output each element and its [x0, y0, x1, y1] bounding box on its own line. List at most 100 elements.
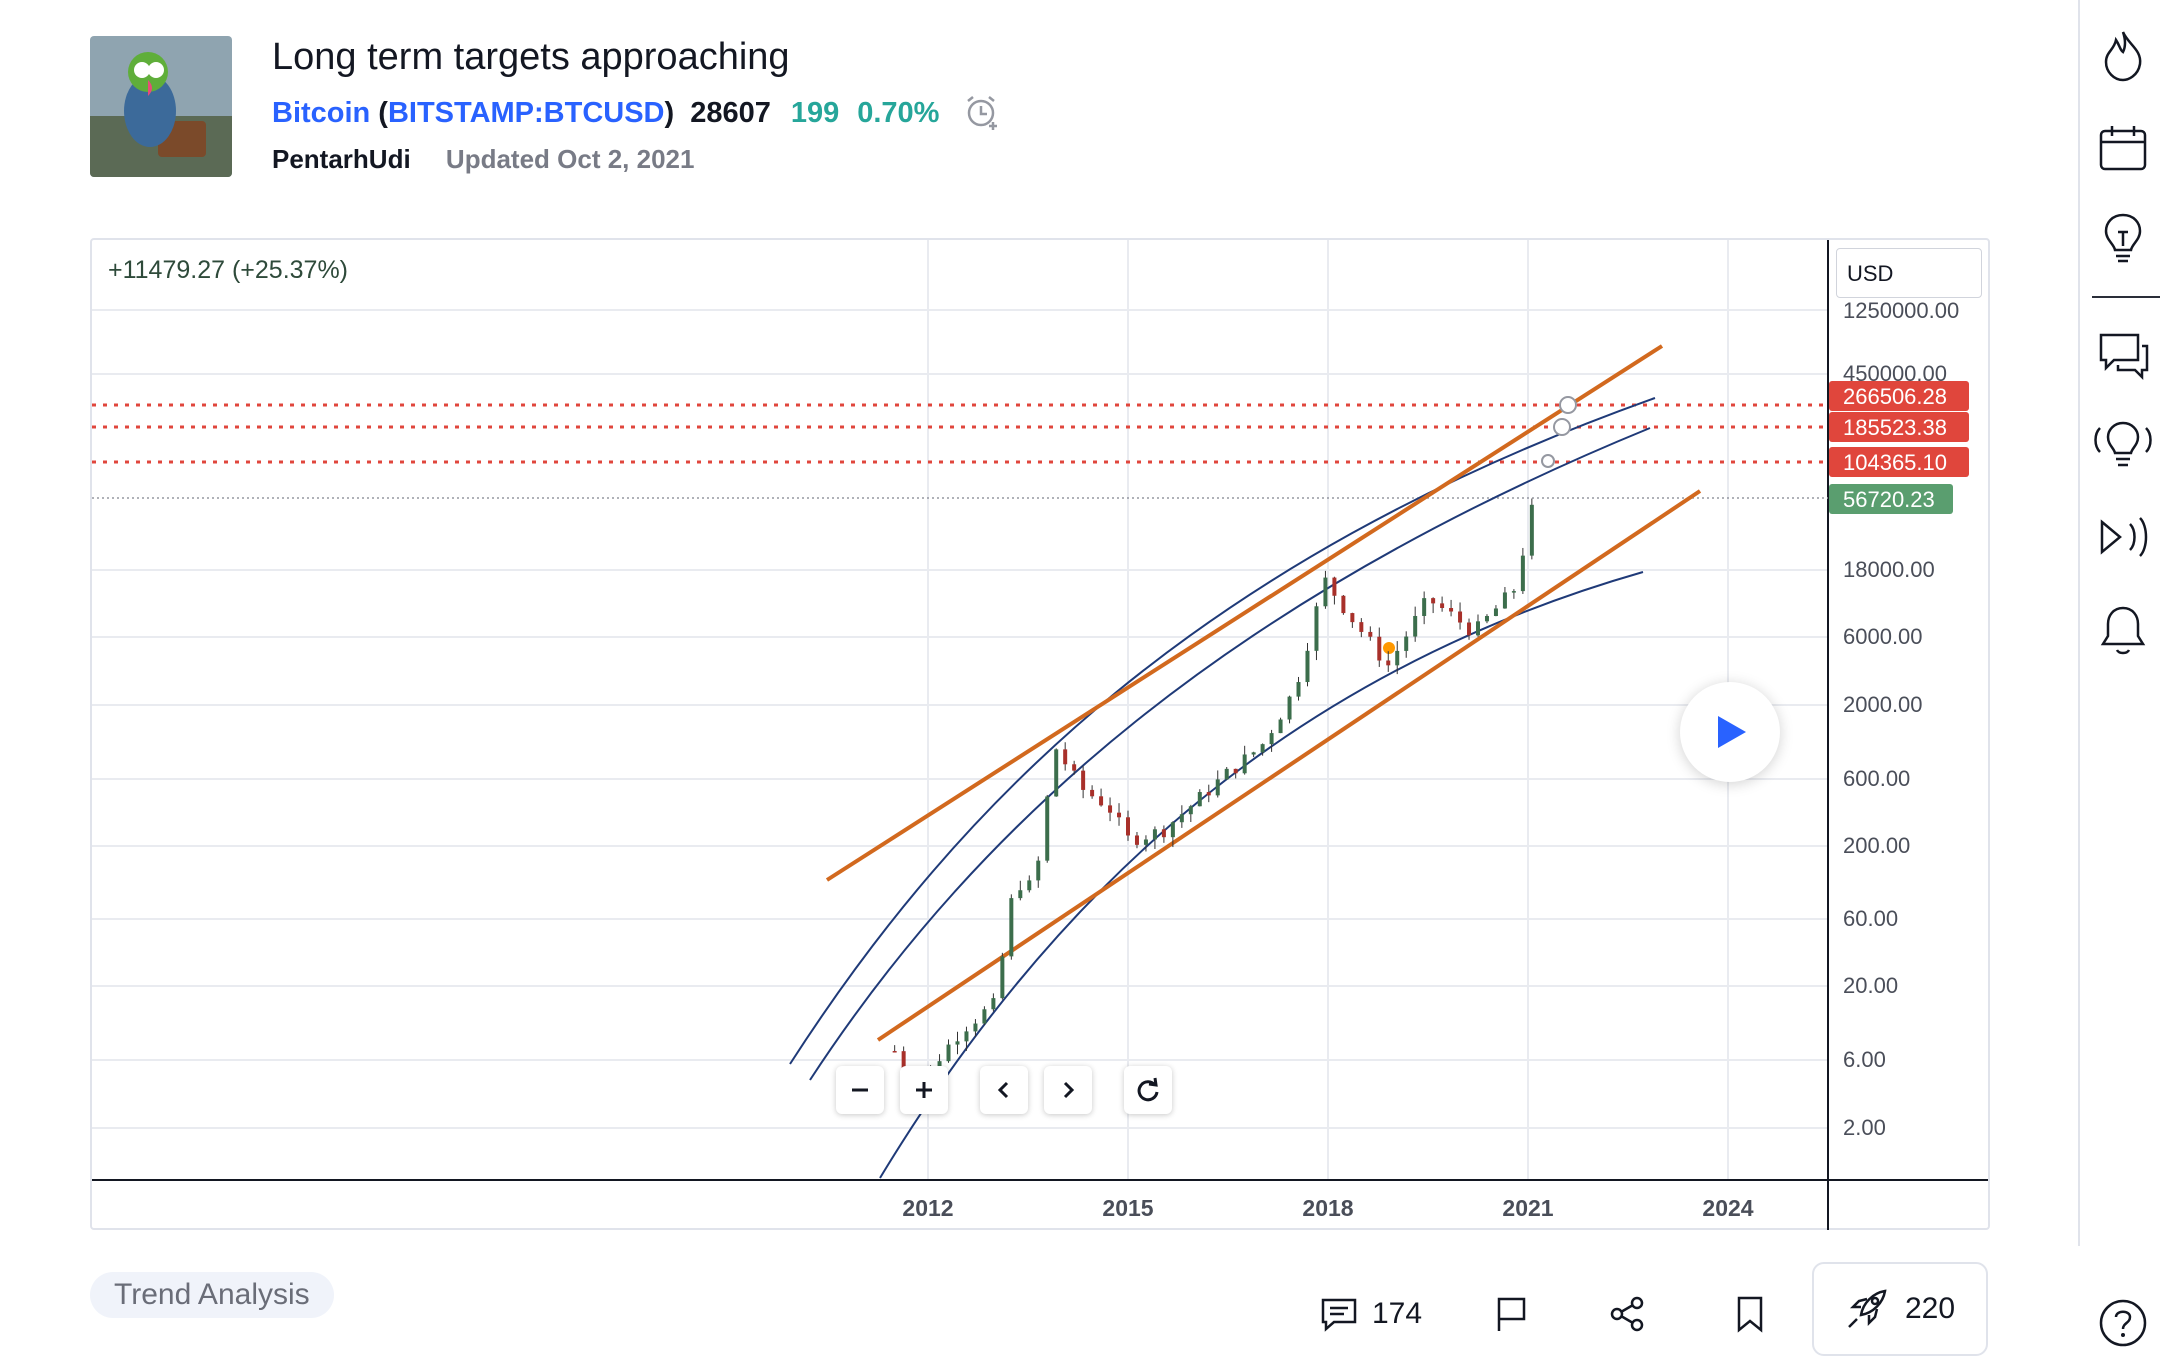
- target-level-lines: [92, 403, 1828, 464]
- help-icon[interactable]: [2098, 1298, 2148, 1348]
- time-tick: 2021: [1502, 1195, 1553, 1221]
- chevron-left-icon: [997, 1081, 1009, 1099]
- candle-body: [1117, 812, 1122, 818]
- hot-icon[interactable]: [2098, 28, 2148, 82]
- reset-chart-button[interactable]: [1124, 1066, 1172, 1114]
- candle-body: [1278, 719, 1283, 734]
- price-tags: 266506.28 185523.38 104365.10 56720.23: [1829, 381, 1969, 514]
- scroll-left-button[interactable]: [980, 1066, 1028, 1114]
- candle-body: [1027, 880, 1032, 891]
- plus-icon: [916, 1082, 932, 1098]
- candle-body: [1511, 591, 1516, 593]
- candle-body: [1036, 860, 1041, 881]
- candle-body: [955, 1041, 960, 1045]
- time-tick: 2024: [1702, 1195, 1753, 1221]
- candle-body: [1251, 752, 1256, 755]
- scroll-right-button[interactable]: [1044, 1066, 1092, 1114]
- candle-body: [1520, 555, 1525, 592]
- candle-body: [1197, 792, 1202, 807]
- candle-body: [1493, 608, 1498, 617]
- candle-body: [982, 1009, 987, 1024]
- report-button[interactable]: [1494, 1290, 1528, 1338]
- price-axis-labels: 1250000.00 450000.00 18000.00 6000.00 20…: [1843, 298, 1959, 1140]
- reset-icon: [1137, 1077, 1159, 1102]
- candle-body: [1404, 636, 1409, 651]
- updated-date: Updated Oct 2, 2021: [445, 144, 695, 174]
- boost-button[interactable]: 220: [1812, 1262, 1988, 1356]
- candle-body: [1287, 696, 1292, 720]
- minus-icon: [852, 1088, 868, 1092]
- paren-open: (: [378, 96, 388, 129]
- candle-body: [1314, 606, 1319, 651]
- candle-body: [1422, 598, 1427, 616]
- price-tag-label: 185523.38: [1843, 415, 1947, 440]
- price-tick: 2.00: [1843, 1115, 1886, 1140]
- candle-body: [1260, 744, 1265, 753]
- candle-body: [1484, 616, 1489, 622]
- streams-icon[interactable]: [2094, 420, 2152, 470]
- candle-body: [1072, 764, 1077, 771]
- price-change-label: +11479.27 (+25.37%): [108, 256, 349, 284]
- bookmark-button[interactable]: [1734, 1290, 1766, 1338]
- chart-container[interactable]: [90, 238, 1990, 1230]
- candle-body: [973, 1023, 978, 1032]
- candle-body: [1395, 650, 1400, 666]
- horizontal-gridlines: [92, 309, 1828, 1129]
- chats-icon[interactable]: [2098, 332, 2149, 382]
- candle-body: [1440, 603, 1445, 609]
- ideas-lightbulb-icon[interactable]: [2098, 212, 2148, 263]
- calendar-icon[interactable]: [2098, 124, 2148, 174]
- price-change: 199: [790, 96, 840, 129]
- candle-body: [1476, 621, 1480, 636]
- price-tick: 60.00: [1843, 906, 1898, 931]
- time-tick: 2018: [1302, 1195, 1353, 1221]
- candle-body: [1099, 796, 1104, 806]
- add-alert-icon[interactable]: [963, 94, 1001, 132]
- boost-count: 220: [1904, 1292, 1956, 1325]
- candle-body: [1449, 608, 1454, 612]
- author-name[interactable]: PentarhUdi: [272, 144, 411, 174]
- symbol-name-link[interactable]: Bitcoin: [272, 96, 371, 129]
- currency-selector[interactable]: USD: [1836, 248, 1982, 298]
- price-tag-266506: [1829, 381, 1969, 411]
- tag-trend-analysis[interactable]: Trend Analysis: [90, 1272, 334, 1318]
- candle-body: [1126, 817, 1130, 836]
- event-marker: [1383, 642, 1395, 654]
- play-replay-button[interactable]: [1680, 682, 1780, 782]
- video-ideas-icon[interactable]: [2098, 512, 2148, 562]
- candle-body: [1350, 613, 1355, 623]
- candle-body: [1000, 956, 1005, 999]
- zoom-in-button[interactable]: [900, 1066, 948, 1114]
- candle-body: [1458, 611, 1463, 623]
- author-avatar[interactable]: [90, 36, 232, 177]
- candle-body: [1081, 770, 1086, 790]
- right-rail-divider: [2078, 0, 2080, 1246]
- price-tick: 18000.00: [1843, 557, 1935, 582]
- comments-button[interactable]: 174: [1320, 1290, 1422, 1338]
- candle-body: [1431, 598, 1436, 604]
- symbol-row: Bitcoin ( BITSTAMP:BTCUSD ) 28607 199 0.…: [272, 94, 1001, 132]
- last-price: 28607: [690, 96, 771, 129]
- price-tag-label: 104365.10: [1843, 450, 1947, 475]
- candle-body: [892, 1051, 897, 1053]
- price-tag-label: 266506.28: [1843, 384, 1947, 409]
- candle-body: [1233, 768, 1238, 774]
- candle-body: [1305, 650, 1310, 683]
- share-button[interactable]: [1608, 1290, 1646, 1338]
- candle-body: [1368, 631, 1373, 637]
- candle-body: [991, 998, 996, 1010]
- parrot-avatar-image: [90, 36, 232, 177]
- price-tick: 6.00: [1843, 1047, 1886, 1072]
- candle-body: [1359, 622, 1364, 632]
- idea-title: Long term targets approaching: [272, 36, 790, 78]
- symbol-ticker-link[interactable]: BITSTAMP:BTCUSD: [387, 96, 665, 129]
- time-axis-labels: 2012 2015 2018 2021 2024: [902, 1195, 1753, 1221]
- zoom-out-button[interactable]: [836, 1066, 884, 1114]
- candle-body: [1179, 814, 1184, 823]
- candle-body: [1224, 768, 1229, 780]
- notifications-bell-icon[interactable]: [2098, 604, 2148, 655]
- price-tick: 200.00: [1843, 833, 1910, 858]
- price-tag-label: 56720.23: [1843, 487, 1935, 512]
- price-tick: 2000.00: [1843, 692, 1923, 717]
- candle-body: [1332, 577, 1337, 596]
